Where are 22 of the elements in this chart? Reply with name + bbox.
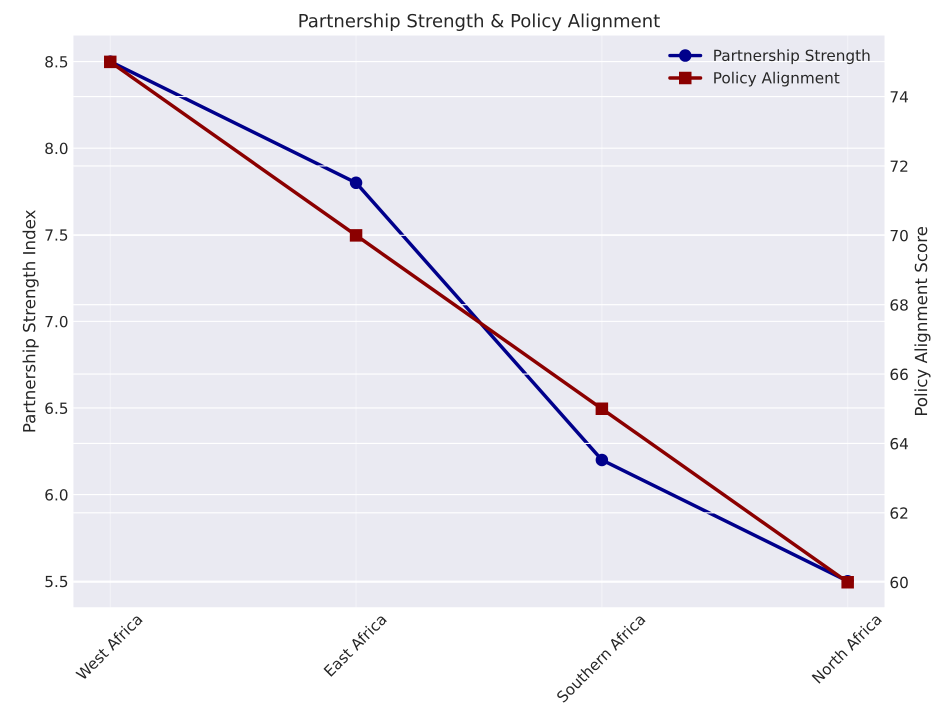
- point: [596, 402, 608, 416]
- y-tick-label: 6.5: [45, 402, 68, 414]
- y-tick-label: 8.5: [45, 56, 68, 68]
- legend-label: Partnership Strength: [714, 49, 870, 64]
- y-tick-label: 8.0: [45, 142, 68, 154]
- y2-tick-label: 70: [890, 230, 908, 242]
- point: [350, 229, 362, 242]
- legend-label: Policy Alignment: [714, 72, 840, 87]
- y2-axis-title: Policy Alignment Score: [914, 226, 931, 416]
- y-axis-title: Partnership Strength Index: [22, 210, 39, 432]
- y2-tick-label: 66: [890, 368, 908, 380]
- y2-tick-label: 68: [890, 299, 908, 311]
- y-tick-label: 5.5: [45, 576, 68, 588]
- y2-tick-label: 62: [890, 507, 908, 519]
- y2-tick-label: 74: [890, 91, 908, 102]
- y-tick-label: 7.0: [45, 316, 68, 328]
- y2-tick-label: 72: [890, 160, 908, 172]
- y2-tick-label: 64: [890, 438, 908, 450]
- y-tick-label: 6.0: [45, 489, 68, 501]
- y-tick-label: 7.5: [45, 229, 68, 241]
- y2-tick-label: 60: [890, 576, 908, 588]
- chart-title: Partnership Strength & Policy Alignment: [299, 13, 660, 31]
